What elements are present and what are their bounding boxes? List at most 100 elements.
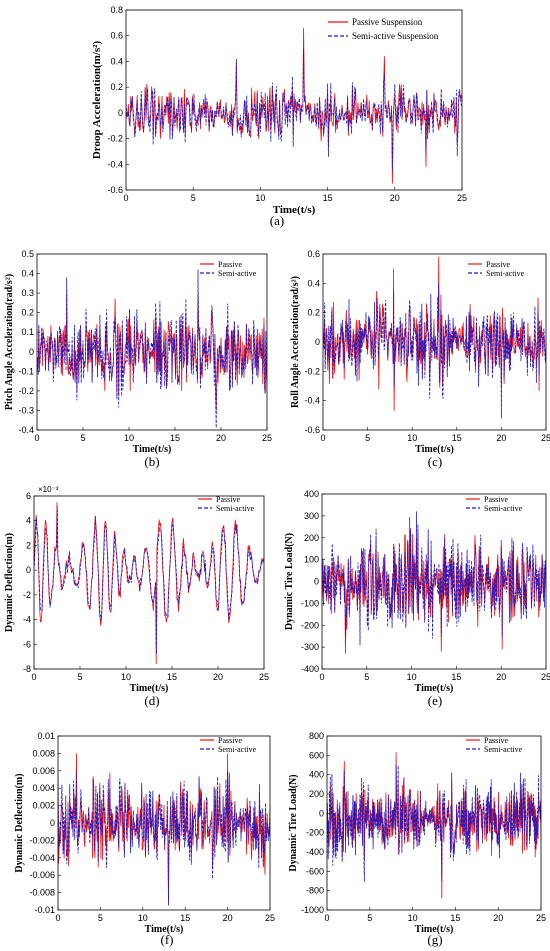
x-tick-label: 25 bbox=[262, 433, 272, 443]
plot-frame bbox=[326, 735, 542, 911]
legend-passive-label: Passive bbox=[484, 736, 508, 745]
y-tick-label: -0.3 bbox=[18, 405, 34, 415]
y-tick-label: 0.006 bbox=[32, 766, 55, 776]
x-tick-label: 0 bbox=[320, 433, 325, 443]
y-tick-label: 0 bbox=[29, 347, 34, 357]
y-tick-label: 400 bbox=[309, 770, 324, 780]
x-tick-label: 10 bbox=[407, 672, 417, 682]
y-tick-label: -0.008 bbox=[29, 888, 55, 898]
y-exponent-label: ×10⁻³ bbox=[38, 485, 59, 494]
x-axis-label: Time(t/s) bbox=[130, 683, 169, 694]
plot-frame bbox=[33, 495, 265, 670]
y-tick-label: -0.4 bbox=[18, 425, 34, 435]
x-tick-label: 25 bbox=[536, 913, 546, 923]
y-tick-label: -0.6 bbox=[107, 185, 123, 195]
x-tick-label: 0 bbox=[123, 193, 128, 203]
panel-e: 0 5 10 15 20 25 -400 -300 -200 -100 0 100 200 300 400 T… bbox=[284, 489, 550, 708]
panel-b: 0 5 10 15 20 25 -0.4 -0.3 -0.2 -0.1 0 0.1 0.2 0.3 0.4 0… bbox=[4, 249, 272, 469]
panel-caption: (a) bbox=[270, 213, 284, 228]
y-tick-label: 100 bbox=[304, 555, 319, 565]
x-tick-label: 0 bbox=[55, 913, 60, 923]
y-tick-label: -200 bbox=[301, 620, 319, 630]
y-tick-label: 0.1 bbox=[21, 327, 34, 337]
x-tick-label: 0 bbox=[31, 672, 36, 682]
x-tick-label: 20 bbox=[496, 672, 506, 682]
x-tick-label: 5 bbox=[364, 672, 369, 682]
x-tick-label: 5 bbox=[98, 913, 103, 923]
x-tick-label: 20 bbox=[213, 672, 223, 682]
series-semi-active-line bbox=[126, 48, 462, 171]
y-tick-label: 0 bbox=[314, 577, 319, 587]
y-axis-label: Pitch Angle Acceleration(rad/s²) bbox=[4, 274, 15, 410]
y-tick-label: 0 bbox=[319, 808, 324, 818]
x-tick-label: 15 bbox=[452, 433, 462, 443]
x-tick-label: 25 bbox=[541, 433, 550, 443]
legend-passive-label: Passive bbox=[484, 495, 508, 504]
y-tick-label: 300 bbox=[304, 511, 319, 521]
y-tick-label: -6 bbox=[23, 639, 31, 649]
y-tick-label: -0.6 bbox=[304, 425, 320, 435]
legend-semi-active-label: Semi-active bbox=[484, 504, 523, 513]
y-axis-label: Dynamic Deflection(m) bbox=[14, 773, 25, 872]
x-tick-label: 5 bbox=[77, 672, 82, 682]
legend: Passive Suspension Semi-active Suspension bbox=[328, 17, 439, 41]
y-tick-label: 200 bbox=[309, 789, 324, 799]
series-semi-active-line bbox=[327, 764, 541, 882]
panel-caption: (b) bbox=[144, 454, 159, 469]
x-tick-label: 15 bbox=[167, 672, 177, 682]
x-tick-label: 25 bbox=[259, 672, 269, 682]
y-tick-label: 600 bbox=[309, 750, 324, 760]
legend-semi-active-label: Semi-active Suspension bbox=[352, 31, 439, 41]
y-tick-label: -4 bbox=[23, 615, 31, 625]
y-tick-label: 0 bbox=[118, 108, 123, 118]
y-tick-label: 0 bbox=[315, 337, 320, 347]
y-tick-label: 4 bbox=[26, 516, 31, 526]
x-tick-label: 0 bbox=[324, 913, 329, 923]
y-axis-label: Droop Acceleration(m/s²) bbox=[91, 41, 103, 160]
y-tick-label: -300 bbox=[301, 642, 319, 652]
x-tick-label: 20 bbox=[493, 913, 503, 923]
y-tick-label: 0.2 bbox=[21, 308, 34, 318]
y-tick-label: 0.008 bbox=[32, 748, 55, 758]
y-tick-label: 0.2 bbox=[110, 82, 123, 92]
y-tick-label: 400 bbox=[304, 489, 319, 499]
x-tick-label: 15 bbox=[170, 433, 180, 443]
x-axis-label: Time(t/s) bbox=[273, 204, 316, 216]
y-tick-label: -0.2 bbox=[107, 134, 123, 144]
x-tick-label: 20 bbox=[390, 193, 400, 203]
y-tick-label: 0.4 bbox=[110, 56, 123, 66]
x-tick-label: 5 bbox=[191, 193, 196, 203]
y-tick-label: -800 bbox=[306, 886, 324, 896]
x-tick-label: 5 bbox=[80, 433, 85, 443]
x-tick-label: 20 bbox=[216, 433, 226, 443]
panel-caption: (c) bbox=[428, 454, 442, 469]
x-tick-label: 15 bbox=[323, 193, 333, 203]
panel-a: 0 5 10 15 20 25 -0.6 -0.4 -0.2 0 0.2 0.4 0.6 0.8 Time(… bbox=[91, 5, 467, 228]
x-tick-label: 20 bbox=[223, 913, 233, 923]
y-tick-label: -100 bbox=[301, 598, 319, 608]
y-tick-label: -0.004 bbox=[29, 853, 55, 863]
x-tick-label: 10 bbox=[138, 913, 148, 923]
x-tick-label: 10 bbox=[124, 433, 134, 443]
series-semi-active-line bbox=[37, 269, 267, 429]
y-tick-label: 0.004 bbox=[32, 783, 55, 793]
y-tick-label: -0.2 bbox=[304, 366, 320, 376]
y-axis-label: Dynamic Tire Load(N) bbox=[284, 533, 295, 630]
x-tick-label: 10 bbox=[255, 193, 265, 203]
y-tick-label: -0.2 bbox=[18, 386, 34, 396]
y-tick-label: 0.4 bbox=[21, 269, 34, 279]
series-passive-line bbox=[34, 502, 264, 665]
x-tick-label: 20 bbox=[496, 433, 506, 443]
y-axis-label: Roll Angle Acceleration(rad/s²) bbox=[290, 276, 301, 408]
y-tick-label: -0.4 bbox=[107, 159, 123, 169]
x-tick-label: 0 bbox=[319, 672, 324, 682]
x-tick-label: 25 bbox=[265, 913, 275, 923]
y-tick-label: -200 bbox=[306, 828, 324, 838]
series-semi-active-line bbox=[323, 283, 546, 419]
y-tick-label: -400 bbox=[301, 664, 319, 674]
y-tick-label: 0.01 bbox=[37, 731, 55, 741]
x-tick-label: 25 bbox=[541, 672, 550, 682]
